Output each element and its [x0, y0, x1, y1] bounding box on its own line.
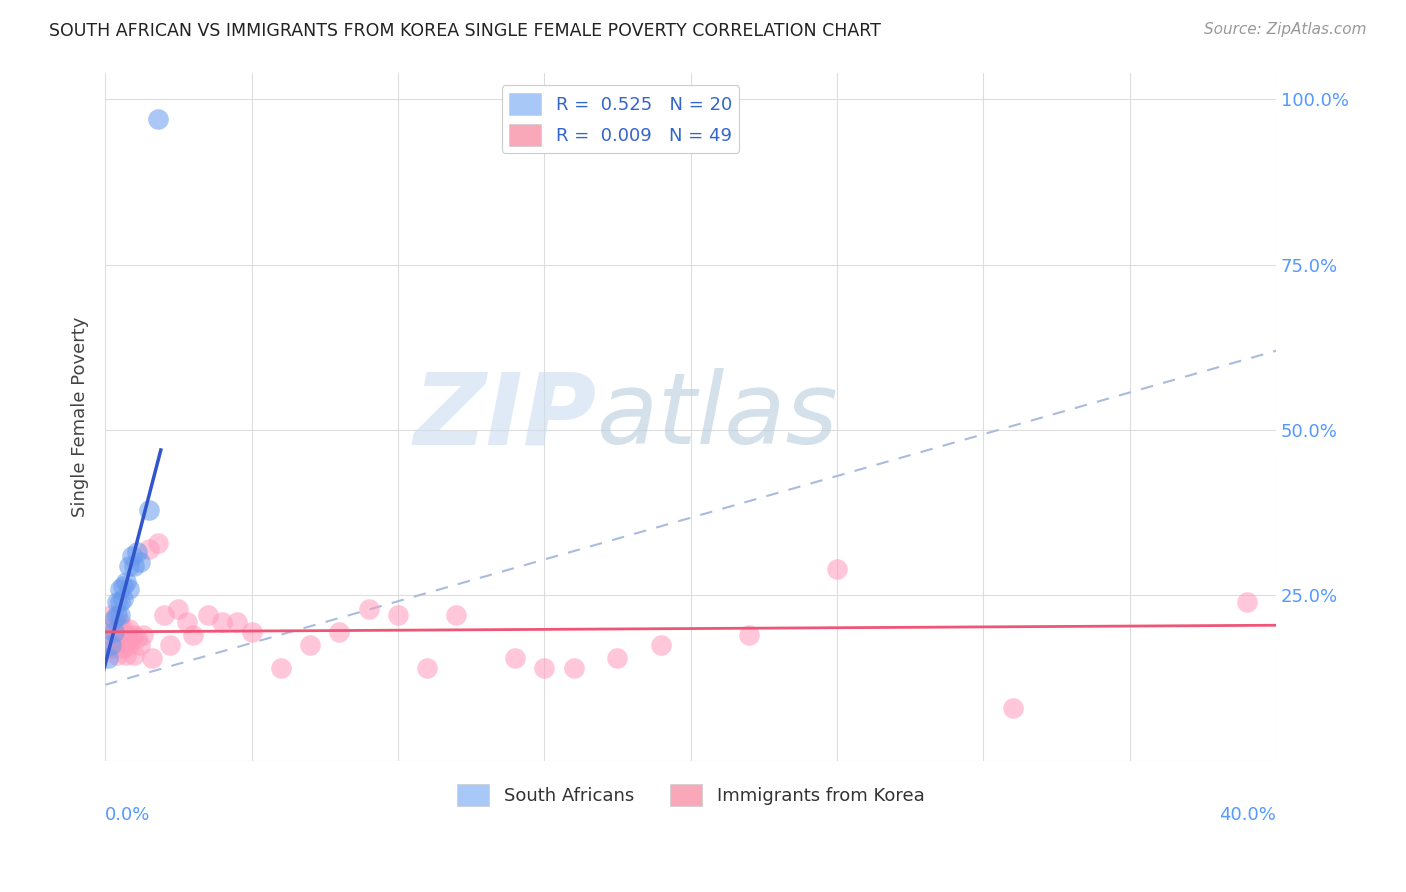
Point — [1236, 595, 1258, 609]
Point — [114, 628, 136, 642]
Point — [111, 622, 134, 636]
Point — [105, 628, 128, 642]
Point — [117, 582, 139, 596]
Point — [606, 651, 628, 665]
Point — [503, 651, 526, 665]
Point — [108, 634, 131, 648]
Text: 0.0%: 0.0% — [105, 805, 150, 823]
Point — [562, 661, 585, 675]
Point — [97, 651, 120, 665]
Text: atlas: atlas — [598, 368, 838, 466]
Point — [132, 628, 155, 642]
Point — [103, 641, 125, 656]
Point — [446, 608, 468, 623]
Point — [105, 648, 128, 662]
Point — [146, 535, 169, 549]
Point — [124, 558, 146, 573]
Point — [111, 591, 134, 606]
Point — [117, 638, 139, 652]
Point — [141, 651, 163, 665]
Point — [105, 608, 128, 623]
Point — [176, 615, 198, 629]
Point — [127, 632, 149, 646]
Point — [117, 558, 139, 573]
Point — [124, 628, 146, 642]
Point — [159, 638, 181, 652]
Point — [167, 601, 190, 615]
Point — [129, 638, 152, 652]
Point — [103, 622, 125, 636]
Point — [129, 556, 152, 570]
Point — [100, 641, 122, 656]
Point — [240, 624, 263, 639]
Point — [533, 661, 555, 675]
Point — [97, 622, 120, 636]
Point — [270, 661, 292, 675]
Point — [299, 638, 322, 652]
Point — [138, 542, 160, 557]
Point — [197, 608, 219, 623]
Point — [650, 638, 672, 652]
Point — [117, 622, 139, 636]
Point — [111, 578, 134, 592]
Point — [111, 641, 134, 656]
Point — [124, 648, 146, 662]
Point — [114, 648, 136, 662]
Point — [108, 595, 131, 609]
Point — [181, 628, 204, 642]
Point — [121, 549, 143, 563]
Point — [211, 615, 233, 629]
Point — [127, 545, 149, 559]
Text: 40.0%: 40.0% — [1219, 805, 1277, 823]
Point — [328, 624, 350, 639]
Point — [825, 562, 848, 576]
Point — [357, 601, 380, 615]
Point — [108, 582, 131, 596]
Point — [738, 628, 761, 642]
Point — [108, 615, 131, 629]
Point — [1001, 701, 1024, 715]
Point — [114, 575, 136, 590]
Legend: South Africans, Immigrants from Korea: South Africans, Immigrants from Korea — [450, 777, 932, 814]
Point — [416, 661, 439, 675]
Point — [138, 502, 160, 516]
Point — [108, 608, 131, 623]
Point — [103, 612, 125, 626]
Point — [100, 638, 122, 652]
Text: ZIP: ZIP — [413, 368, 598, 466]
Text: SOUTH AFRICAN VS IMMIGRANTS FROM KOREA SINGLE FEMALE POVERTY CORRELATION CHART: SOUTH AFRICAN VS IMMIGRANTS FROM KOREA S… — [49, 22, 882, 40]
Point — [387, 608, 409, 623]
Text: Source: ZipAtlas.com: Source: ZipAtlas.com — [1204, 22, 1367, 37]
Point — [100, 608, 122, 623]
Point — [103, 624, 125, 639]
Point — [146, 112, 169, 127]
Point — [105, 595, 128, 609]
Point — [226, 615, 249, 629]
Point — [152, 608, 174, 623]
Y-axis label: Single Female Poverty: Single Female Poverty — [72, 317, 89, 517]
Point — [121, 632, 143, 646]
